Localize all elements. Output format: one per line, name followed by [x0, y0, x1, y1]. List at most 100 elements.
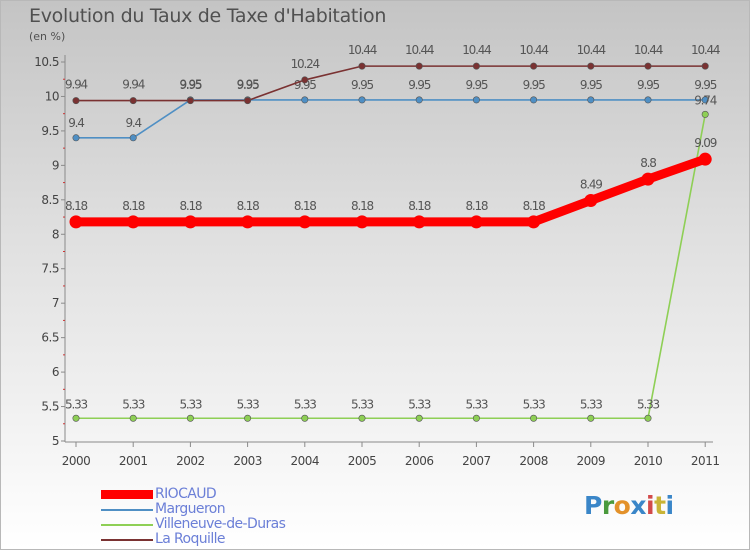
logo-letter: t: [654, 491, 666, 520]
logo-letter: i: [646, 491, 655, 520]
data-point: [244, 414, 252, 422]
data-label: 8.18: [294, 199, 316, 213]
x-tick-label: 2005: [348, 454, 377, 468]
data-label: 5.33: [237, 397, 259, 411]
data-point: [701, 110, 709, 118]
y-tick-label: 9: [52, 158, 59, 172]
data-label: 10.24: [291, 57, 320, 71]
data-point: [472, 62, 480, 70]
proxiti-logo: Proxiti: [584, 491, 674, 520]
data-point: [72, 134, 80, 142]
data-point: [358, 414, 366, 422]
legend-swatch: [101, 523, 153, 526]
data-point: [584, 194, 598, 208]
data-point: [415, 96, 423, 104]
x-tick-label: 2001: [119, 454, 148, 468]
series-line: [75, 113, 707, 420]
data-label: 5.33: [351, 397, 373, 411]
x-tick-label: 2008: [519, 454, 548, 468]
x-tick-label: 2004: [291, 454, 320, 468]
data-label: 5.33: [294, 397, 316, 411]
data-point: [469, 215, 483, 229]
data-point: [358, 96, 366, 104]
data-point: [587, 96, 595, 104]
data-point: [415, 414, 423, 422]
data-label: 9.95: [465, 78, 487, 92]
data-point: [644, 62, 652, 70]
data-point: [72, 97, 80, 105]
data-label: 5.33: [580, 397, 602, 411]
data-label: 9.95: [637, 78, 659, 92]
data-point: [472, 414, 480, 422]
data-point: [126, 215, 140, 229]
x-tick-label: 2006: [405, 454, 434, 468]
data-point: [472, 96, 480, 104]
data-point: [301, 96, 309, 104]
data-label: 10.44: [634, 43, 663, 57]
y-tick-label: 5: [52, 434, 59, 448]
legend-item: RIOCAUD: [101, 487, 285, 502]
data-label: 8.18: [523, 199, 545, 213]
data-label: 9.95: [351, 78, 373, 92]
data-point: [129, 414, 137, 422]
x-tick-label: 2002: [176, 454, 205, 468]
series-line: [71, 154, 710, 227]
data-point: [298, 215, 312, 229]
logo-letter: P: [584, 491, 602, 520]
data-point: [641, 172, 655, 186]
data-label: 9.95: [408, 78, 430, 92]
data-point: [72, 414, 80, 422]
data-label: 10.44: [348, 43, 377, 57]
data-point: [527, 215, 541, 229]
data-label: 9.95: [179, 78, 201, 92]
data-point: [358, 62, 366, 70]
data-label: 10.44: [519, 43, 548, 57]
data-point: [301, 76, 309, 84]
x-tick-label: 2010: [634, 454, 663, 468]
chart-unit: (en %): [29, 30, 66, 43]
data-point: [530, 414, 538, 422]
data-label: 8.18: [465, 199, 487, 213]
series-line: [75, 65, 707, 102]
data-label: 9.95: [237, 78, 259, 92]
data-point: [186, 97, 194, 105]
data-point: [241, 215, 255, 229]
legend-item: Villeneuve-de-Duras: [101, 516, 286, 532]
data-point: [183, 215, 197, 229]
data-point: [701, 62, 709, 70]
data-point: [644, 414, 652, 422]
y-tick-label: 7: [52, 296, 59, 310]
data-label: 5.33: [122, 397, 144, 411]
data-label: 8.18: [179, 199, 201, 213]
data-label: 5.33: [65, 397, 87, 411]
data-label: 8.18: [351, 199, 373, 213]
data-point: [129, 134, 137, 142]
legend-swatch: [101, 490, 153, 499]
data-point: [69, 215, 83, 229]
data-point: [644, 96, 652, 104]
data-label: 8.49: [580, 178, 602, 192]
y-tick-label: 6.5: [41, 331, 59, 345]
data-label: 8.18: [122, 199, 144, 213]
data-label: 5.33: [465, 397, 487, 411]
data-label: 9.94: [65, 78, 87, 92]
legend-label: Margueron: [155, 501, 226, 517]
data-label: 5.33: [408, 397, 430, 411]
chart-legend: RIOCAUD Margueron Villeneuve-de-Duras La Ro…: [101, 487, 286, 547]
data-point: [530, 62, 538, 70]
legend-swatch: [101, 538, 153, 541]
y-tick-label: 8.5: [41, 193, 59, 207]
data-label: 9.95: [237, 78, 259, 92]
data-label: 10.44: [691, 43, 720, 57]
legend-label: Villeneuve-de-Duras: [155, 516, 286, 532]
x-tick-label: 2003: [233, 454, 262, 468]
data-point: [587, 414, 595, 422]
data-label: 9.09: [694, 136, 716, 150]
y-tick-label: 6: [52, 365, 59, 379]
legend-swatch: [101, 508, 153, 511]
legend-label: RIOCAUD: [155, 486, 217, 502]
logo-letter: o: [613, 491, 631, 520]
data-label: 9.74: [694, 93, 716, 107]
data-label: 5.33: [523, 397, 545, 411]
